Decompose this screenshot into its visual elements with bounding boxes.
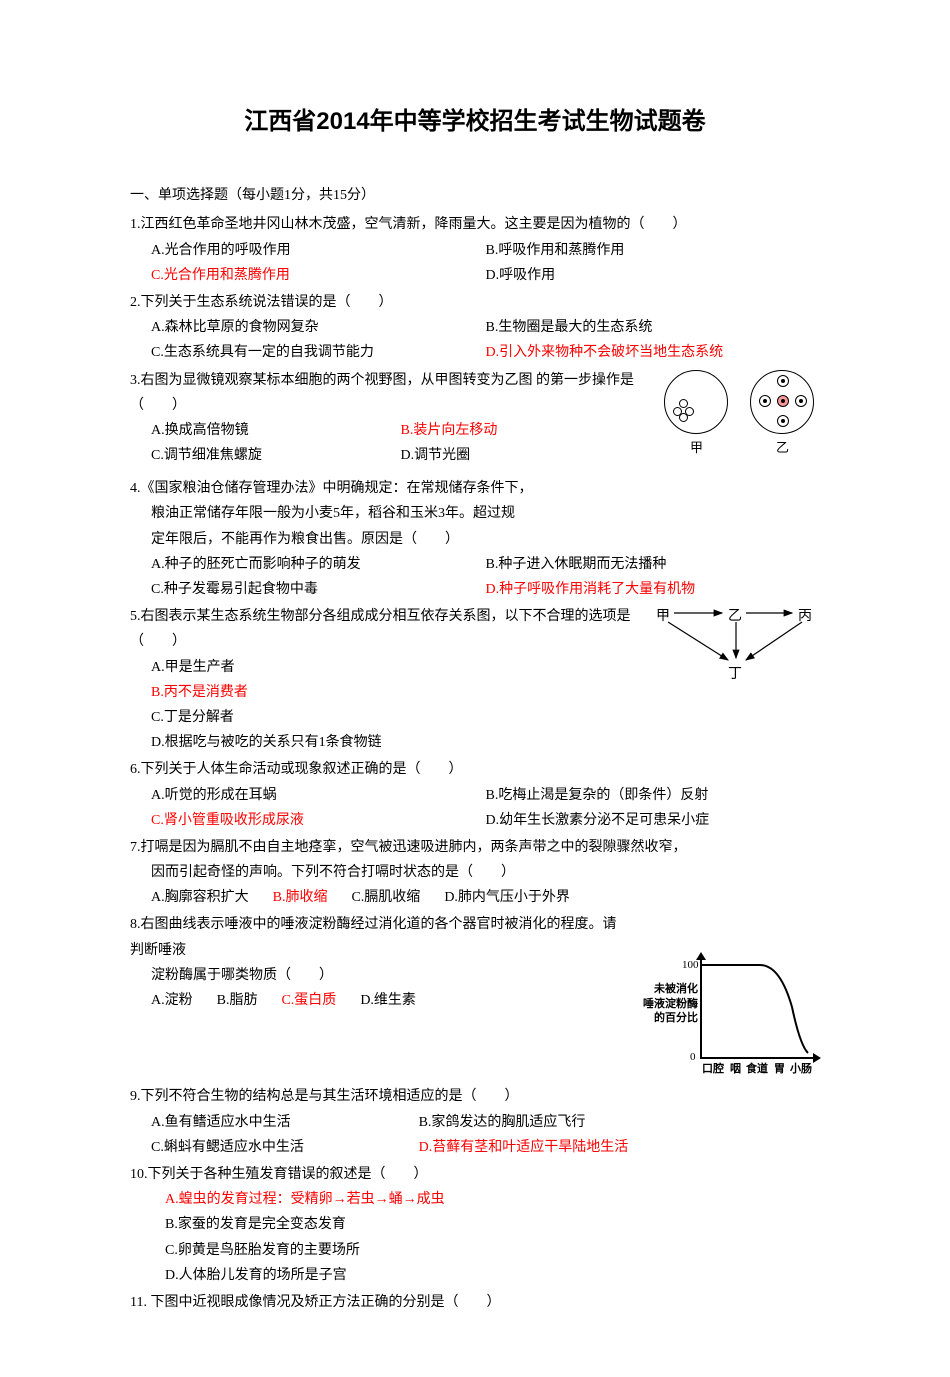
microscope-figure: 甲 乙 bbox=[660, 368, 820, 448]
question-7: 7.打嗝是因为膈肌不由自主地痉挛，空气被迅速吸进肺内，两条声带之中的裂隙骤然收窄… bbox=[130, 835, 820, 911]
q3-opt-a: A.换成高倍物镜 bbox=[151, 418, 401, 443]
q1-opt-c: C.光合作用和蒸腾作用 bbox=[151, 263, 486, 288]
q8-opt-a: A.淀粉 bbox=[151, 988, 193, 1013]
q7-text1: 7.打嗝是因为膈肌不由自主地痉挛，空气被迅速吸进肺内，两条声带之中的裂隙骤然收窄… bbox=[130, 835, 820, 860]
q2-opt-c: C.生态系统具有一定的自我调节能力 bbox=[151, 340, 486, 365]
q4-text1: 4.《国家粮油仓储存管理办法》中明确规定：在常规储存条件下， bbox=[130, 476, 820, 501]
q2-opt-b: B.生物圈是最大的生态系统 bbox=[486, 315, 821, 340]
question-6: 6.下列关于人体生命活动或现象叙述正确的是（ ） A.听觉的形成在耳蜗 B.吃梅… bbox=[130, 757, 820, 833]
chart-x1: 口腔 bbox=[702, 1060, 724, 1080]
q3-opt-c: C.调节细准焦螺旋 bbox=[151, 443, 401, 468]
chart-ylabel2: 唾液淀粉酶 bbox=[640, 997, 698, 1011]
chart-x2: 咽 bbox=[730, 1060, 741, 1080]
fig-label-b: 乙 bbox=[776, 436, 789, 459]
q10-opt-d: D.人体胎儿发育的场所是子宫 bbox=[165, 1263, 347, 1288]
q7-opt-b: B.肺收缩 bbox=[273, 885, 328, 910]
q2-text: 2.下列关于生态系统说法错误的是（ ） bbox=[130, 290, 820, 315]
ecosystem-figure: 甲 乙 丙 丁 bbox=[650, 604, 820, 684]
question-2: 2.下列关于生态系统说法错误的是（ ） A.森林比草原的食物网复杂 B.生物圈是… bbox=[130, 290, 820, 366]
q7-text2: 因而引起奇怪的声响。下列不符合打嗝时状态的是（ ） bbox=[130, 860, 820, 885]
q1-opt-b: B.呼吸作用和蒸腾作用 bbox=[486, 238, 821, 263]
q5-opt-a: A.甲是生产者 bbox=[151, 655, 235, 680]
question-3: 甲 乙 3.右图为显微镜观察某标本细胞的两个视野图，从甲图转变为乙图 的第一步操… bbox=[130, 368, 820, 475]
chart-ylabel3: 的百分比 bbox=[640, 1011, 698, 1025]
chart-x4: 胃 bbox=[774, 1060, 785, 1080]
q2-opt-d: D.引入外来物种不会破坏当地生态系统 bbox=[486, 340, 821, 365]
q1-opt-a: A.光合作用的呼吸作用 bbox=[151, 238, 486, 263]
q6-opt-c: C.肾小管重吸收形成尿液 bbox=[151, 808, 486, 833]
q8-opt-d: D.维生素 bbox=[360, 988, 416, 1013]
q6-text: 6.下列关于人体生命活动或现象叙述正确的是（ ） bbox=[130, 757, 820, 782]
q7-opt-a: A.胸廓容积扩大 bbox=[151, 885, 249, 910]
chart-x5: 小肠 bbox=[790, 1060, 812, 1080]
question-5: 甲 乙 丙 丁 5.右图表示某生态系统生物部分各组成成分相互依存关系图，以下不合… bbox=[130, 604, 820, 755]
q1-opt-d: D.呼吸作用 bbox=[486, 263, 821, 288]
question-11: 11. 下图中近视眼成像情况及矫正方法正确的分别是（ ） bbox=[130, 1290, 820, 1315]
q5-opt-b: B.丙不是消费者 bbox=[151, 680, 248, 705]
question-1: 1.江西红色革命圣地井冈山林木茂盛，空气清新，降雨量大。这主要是因为植物的（ ）… bbox=[130, 212, 820, 288]
fig-label-a: 甲 bbox=[690, 436, 703, 459]
question-9: 9.下列不符合生物的结构总是与其生活环境相适应的是（ ） A.鱼有鳍适应水中生活… bbox=[130, 1084, 820, 1160]
q1-text: 1.江西红色革命圣地井冈山林木茂盛，空气清新，降雨量大。这主要是因为植物的（ ） bbox=[130, 212, 820, 237]
q2-opt-a: A.森林比草原的食物网复杂 bbox=[151, 315, 486, 340]
q7-opt-c: C.膈肌收缩 bbox=[351, 885, 420, 910]
q10-text: 10.下列关于各种生殖发育错误的叙述是（ ） bbox=[130, 1162, 820, 1187]
q11-text: 11. 下图中近视眼成像情况及矫正方法正确的分别是（ ） bbox=[130, 1290, 820, 1315]
page-title: 江西省2014年中等学校招生考试生物试题卷 bbox=[130, 100, 820, 143]
q6-opt-d: D.幼年生长激素分泌不足可患呆小症 bbox=[486, 808, 821, 833]
q8-opt-b: B.脂肪 bbox=[217, 988, 258, 1013]
chart-ylabel: 未被消化 唾液淀粉酶 的百分比 bbox=[640, 982, 698, 1025]
q10-opt-a: A.蝗虫的发育过程：受精卵→若虫→蛹→成虫 bbox=[165, 1187, 445, 1212]
chart-y100: 100 bbox=[682, 956, 699, 976]
q4-text2: 粮油正常储存年限一般为小麦5年，稻谷和玉米3年。超过规 bbox=[130, 501, 820, 526]
question-8: 100 0 未被消化 唾液淀粉酶 的百分比 口腔 咽 食道 胃 小肠 8.右图曲… bbox=[130, 912, 820, 1082]
q4-opt-b: B.种子进入休眠期而无法播种 bbox=[486, 552, 821, 577]
q3-opt-b: B.装片向左移动 bbox=[401, 418, 651, 443]
q9-opt-b: B.家鸽发达的胸肌适应飞行 bbox=[419, 1110, 586, 1135]
q4-opt-a: A.种子的胚死亡而影响种子的萌发 bbox=[151, 552, 486, 577]
q7-opt-d: D.肺内气压小于外界 bbox=[444, 885, 570, 910]
q10-opt-c: C.卵黄是鸟胚胎发育的主要场所 bbox=[165, 1238, 360, 1263]
chart-x3: 食道 bbox=[746, 1060, 768, 1080]
q6-opt-b: B.吃梅止渴是复杂的（即条件）反射 bbox=[486, 783, 821, 808]
q5-opt-d: D.根据吃与被吃的关系只有1条食物链 bbox=[151, 730, 382, 755]
question-10: 10.下列关于各种生殖发育错误的叙述是（ ） A.蝗虫的发育过程：受精卵→若虫→… bbox=[130, 1162, 820, 1288]
q5-opt-c: C.丁是分解者 bbox=[151, 705, 234, 730]
q3-opt-d: D.调节光圈 bbox=[401, 443, 651, 468]
q10-opt-b: B.家蚕的发育是完全变态发育 bbox=[165, 1212, 346, 1237]
digestion-chart: 100 0 未被消化 唾液淀粉酶 的百分比 口腔 咽 食道 胃 小肠 bbox=[640, 952, 820, 1082]
q8-opt-c: C.蛋白质 bbox=[281, 988, 336, 1013]
q9-opt-c: C.蝌蚪有鳃适应水中生活 bbox=[151, 1135, 419, 1160]
chart-y0: 0 bbox=[690, 1048, 696, 1068]
q4-text3: 定年限后，不能再作为粮食出售。原因是（ ） bbox=[130, 527, 820, 552]
q4-opt-d: D.种子呼吸作用消耗了大量有机物 bbox=[486, 577, 821, 602]
question-4: 4.《国家粮油仓储存管理办法》中明确规定：在常规储存条件下， 粮油正常储存年限一… bbox=[130, 476, 820, 602]
q9-opt-a: A.鱼有鳍适应水中生活 bbox=[151, 1110, 419, 1135]
section-header: 一、单项选择题（每小题1分，共15分） bbox=[130, 183, 820, 208]
q9-opt-d: D.苔藓有茎和叶适应干旱陆地生活 bbox=[419, 1135, 629, 1160]
q4-opt-c: C.种子发霉易引起食物中毒 bbox=[151, 577, 486, 602]
q6-opt-a: A.听觉的形成在耳蜗 bbox=[151, 783, 486, 808]
q9-text: 9.下列不符合生物的结构总是与其生活环境相适应的是（ ） bbox=[130, 1084, 820, 1109]
chart-ylabel1: 未被消化 bbox=[640, 982, 698, 996]
